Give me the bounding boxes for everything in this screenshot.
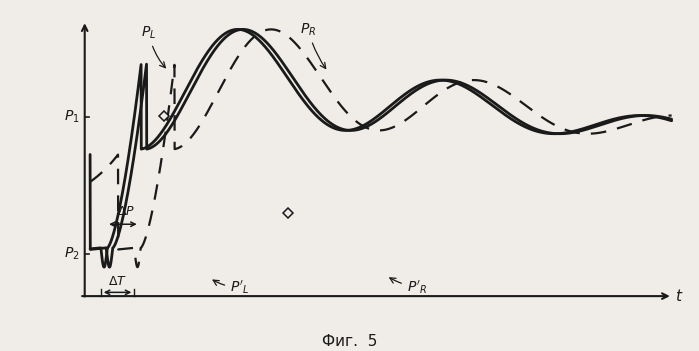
Text: $t$: $t$ — [675, 288, 684, 304]
Text: $P_1$: $P_1$ — [64, 109, 80, 125]
Text: $P'_R$: $P'_R$ — [390, 278, 427, 296]
Text: Фиг.  5: Фиг. 5 — [322, 334, 377, 349]
Text: $\Delta P$: $\Delta P$ — [117, 205, 135, 218]
Text: $\Delta T$: $\Delta T$ — [108, 274, 127, 287]
Text: $P_2$: $P_2$ — [64, 246, 80, 263]
Text: $P_R$: $P_R$ — [300, 21, 326, 68]
Text: $P'_L$: $P'_L$ — [213, 279, 250, 296]
Text: $P_L$: $P_L$ — [141, 25, 166, 68]
